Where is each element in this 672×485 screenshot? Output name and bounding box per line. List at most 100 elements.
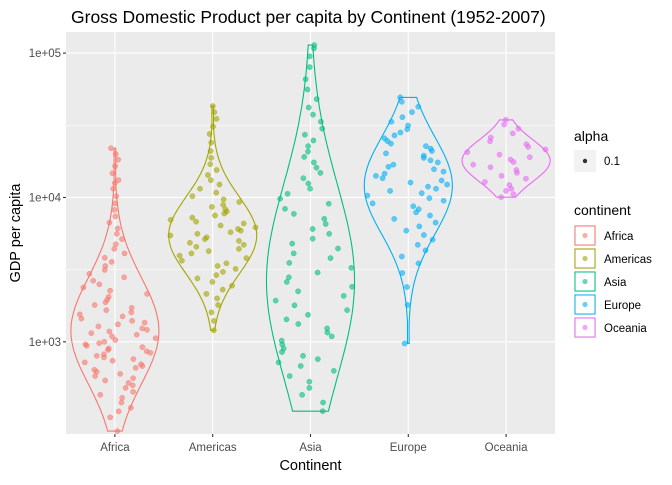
data-point [434,159,441,166]
data-point [369,200,376,207]
data-point [188,250,195,257]
data-point [107,287,113,294]
data-point [385,163,392,170]
data-point [306,385,313,391]
data-point [306,378,313,385]
x-tick-label: Europe [390,442,427,454]
data-point [416,223,423,230]
data-point [510,191,517,197]
data-point [213,189,220,196]
grid-lines [66,32,555,434]
data-point [503,188,509,194]
y-tick-label: 1e+03 [29,337,61,349]
data-point [314,269,321,276]
data-point [217,222,224,229]
data-point [427,212,433,219]
data-point [115,321,121,328]
data-marks [70,42,551,434]
data-point [391,132,398,139]
data-point [240,220,247,227]
legend-entry-label: Oceania [604,323,647,335]
data-point [506,182,513,188]
data-point [300,352,306,359]
data-point [326,230,333,237]
data-point [509,130,516,137]
data-point [282,205,288,212]
data-point [526,154,533,161]
data-point [321,216,328,222]
data-point [284,190,291,197]
data-point [208,155,215,161]
data-point [414,241,421,248]
data-point [515,125,522,132]
data-point [93,352,100,359]
data-point [106,328,113,335]
data-point [236,246,242,252]
data-point [433,185,439,192]
data-point [328,333,335,340]
data-point [152,335,159,342]
axes: 1e+03 1e+04 1e+05 Africa Americas Asia Europe O… [29,48,528,454]
data-point [220,196,227,203]
data-point [305,180,312,187]
data-point [401,340,408,347]
legend: alpha 0.1 continent Africa Americas Asia Europ… [574,128,652,338]
data-point [440,197,447,204]
data-point [286,260,293,266]
data-point [115,408,122,415]
data-point [418,190,425,197]
legend-continent-title: continent [574,202,631,218]
data-point [212,212,218,219]
data-point [113,230,120,237]
violin-outline [70,147,160,432]
data-point [272,297,279,304]
data-point [301,154,308,160]
data-point [383,150,389,157]
data-point [101,254,108,261]
data-point [390,161,397,168]
data-point [211,109,218,115]
data-point [470,161,477,168]
data-point [404,284,410,290]
data-point [387,188,393,194]
data-point [304,86,311,93]
data-point [444,181,450,188]
data-point [215,302,221,308]
data-point [335,245,341,252]
data-point [187,239,193,246]
data-point [236,238,242,244]
data-point [121,274,127,281]
data-point [286,274,292,281]
data-point [289,240,296,247]
data-point [205,172,211,178]
data-point [523,175,529,182]
data-point [205,248,212,254]
data-point [128,304,135,311]
legend-alpha-symbol [582,158,588,164]
x-axis-label: Continent [279,458,341,474]
data-point [219,286,226,293]
data-point [306,64,313,70]
data-point [109,357,116,364]
data-point [82,341,89,348]
data-point [112,241,119,248]
data-point [208,309,215,316]
data-point [143,348,150,355]
data-point [309,235,316,242]
legend-key-point [582,232,588,239]
legend-key-point [582,301,588,308]
data-point [213,116,220,122]
data-point [223,260,230,267]
x-tick-label: Africa [100,442,130,454]
data-point [207,161,214,168]
data-point [381,135,388,142]
data-point [426,195,433,201]
data-point [310,111,316,118]
data-point [132,365,139,371]
data-point [340,293,347,299]
data-point [112,213,119,220]
data-point [410,203,417,210]
data-point [90,277,97,284]
data-point [420,152,427,159]
data-point [91,366,98,373]
